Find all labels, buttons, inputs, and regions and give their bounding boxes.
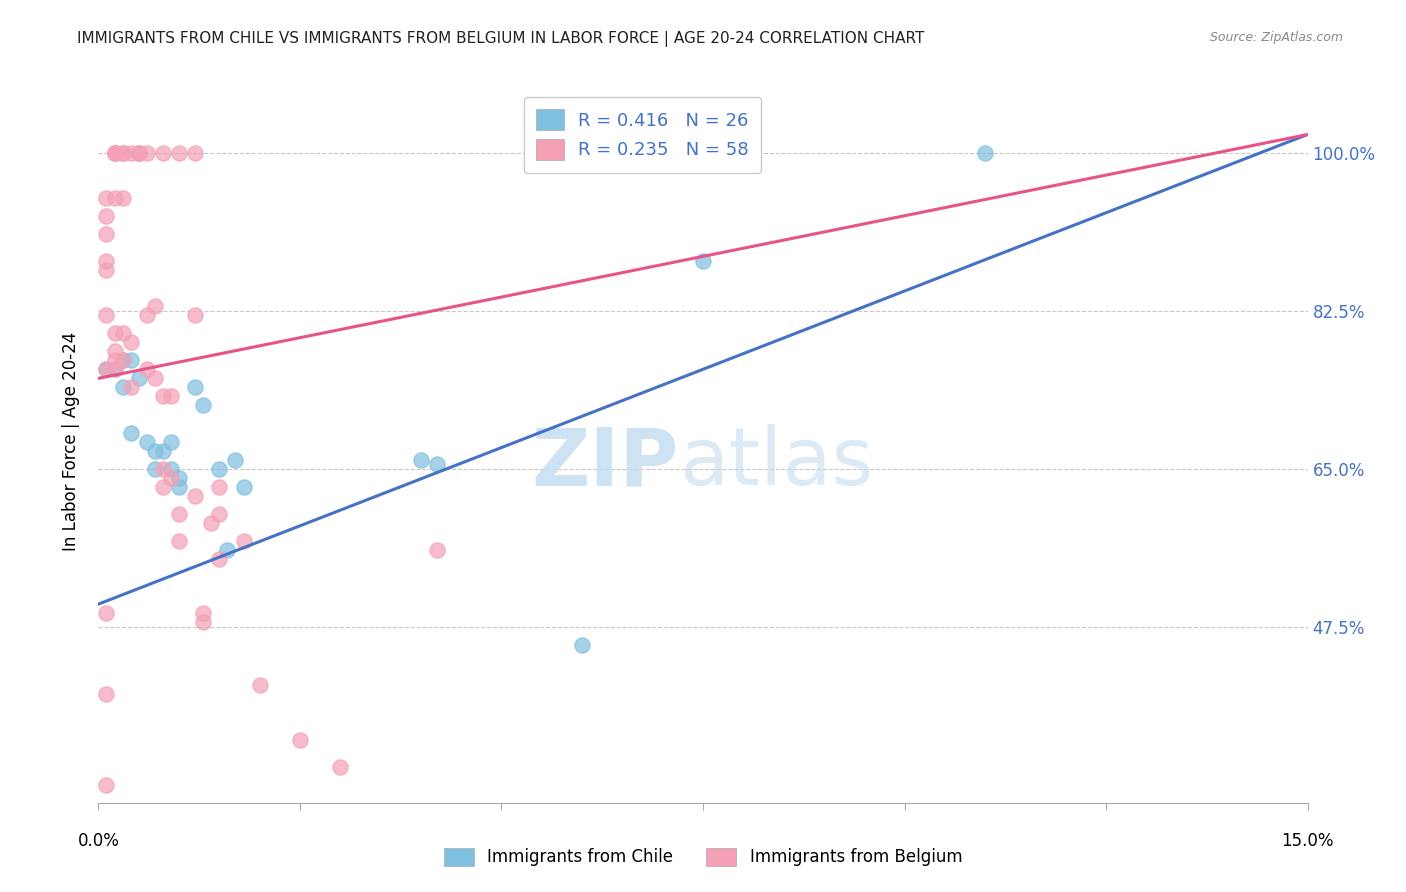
Point	[111, 145, 134, 160]
Point	[143, 371, 166, 385]
Point	[120, 380, 142, 394]
Point	[120, 145, 142, 160]
Point	[184, 489, 207, 503]
Point	[692, 254, 714, 268]
Point	[120, 335, 142, 350]
Point	[135, 308, 157, 322]
Point	[426, 457, 449, 471]
Point	[167, 471, 190, 485]
Point	[249, 678, 271, 692]
Point	[103, 362, 125, 376]
Point	[96, 778, 118, 792]
Text: Source: ZipAtlas.com: Source: ZipAtlas.com	[1209, 31, 1343, 45]
Point	[160, 471, 183, 485]
Text: 15.0%: 15.0%	[1281, 831, 1334, 850]
Point	[232, 480, 254, 494]
Point	[208, 461, 231, 475]
Point	[96, 209, 118, 223]
Point	[96, 263, 118, 277]
Point	[167, 507, 190, 521]
Point	[103, 362, 125, 376]
Y-axis label: In Labor Force | Age 20-24: In Labor Force | Age 20-24	[62, 332, 80, 551]
Point	[128, 145, 150, 160]
Point	[217, 542, 239, 557]
Point	[193, 606, 215, 620]
Point	[143, 299, 166, 313]
Legend: R = 0.416   N = 26, R = 0.235   N = 58: R = 0.416 N = 26, R = 0.235 N = 58	[524, 96, 761, 172]
Point	[160, 461, 183, 475]
Point	[152, 461, 174, 475]
Point	[135, 145, 157, 160]
Text: atlas: atlas	[679, 425, 873, 502]
Point	[103, 145, 125, 160]
Point	[111, 326, 134, 341]
Point	[128, 371, 150, 385]
Point	[409, 452, 432, 467]
Point	[96, 362, 118, 376]
Text: ZIP: ZIP	[531, 425, 679, 502]
Point	[103, 353, 125, 368]
Point	[111, 145, 134, 160]
Point	[103, 191, 125, 205]
Point	[96, 254, 118, 268]
Point	[193, 615, 215, 630]
Point	[120, 353, 142, 368]
Point	[103, 145, 125, 160]
Point	[143, 443, 166, 458]
Point	[111, 353, 134, 368]
Point	[184, 380, 207, 394]
Point	[96, 308, 118, 322]
Point	[974, 145, 997, 160]
Point	[152, 389, 174, 403]
Point	[111, 191, 134, 205]
Point	[103, 326, 125, 341]
Point	[96, 362, 118, 376]
Point	[200, 516, 222, 530]
Point	[103, 145, 125, 160]
Point	[96, 191, 118, 205]
Legend: Immigrants from Chile, Immigrants from Belgium: Immigrants from Chile, Immigrants from B…	[436, 839, 970, 875]
Point	[111, 353, 134, 368]
Point	[120, 425, 142, 440]
Point	[184, 308, 207, 322]
Point	[152, 443, 174, 458]
Point	[224, 452, 246, 467]
Point	[232, 533, 254, 548]
Point	[103, 344, 125, 359]
Point	[184, 145, 207, 160]
Point	[135, 434, 157, 449]
Point	[152, 145, 174, 160]
Point	[193, 398, 215, 412]
Point	[96, 606, 118, 620]
Point	[167, 145, 190, 160]
Point	[208, 480, 231, 494]
Point	[128, 145, 150, 160]
Point	[426, 542, 449, 557]
Point	[111, 380, 134, 394]
Point	[208, 552, 231, 566]
Point	[96, 687, 118, 701]
Point	[571, 638, 593, 652]
Point	[167, 533, 190, 548]
Point	[128, 145, 150, 160]
Point	[167, 480, 190, 494]
Point	[135, 362, 157, 376]
Point	[143, 461, 166, 475]
Point	[96, 227, 118, 241]
Point	[288, 732, 311, 747]
Point	[329, 760, 352, 774]
Point	[152, 480, 174, 494]
Point	[160, 389, 183, 403]
Point	[160, 434, 183, 449]
Text: 0.0%: 0.0%	[77, 831, 120, 850]
Text: IMMIGRANTS FROM CHILE VS IMMIGRANTS FROM BELGIUM IN LABOR FORCE | AGE 20-24 CORR: IMMIGRANTS FROM CHILE VS IMMIGRANTS FROM…	[77, 31, 925, 47]
Point	[208, 507, 231, 521]
Point	[103, 145, 125, 160]
